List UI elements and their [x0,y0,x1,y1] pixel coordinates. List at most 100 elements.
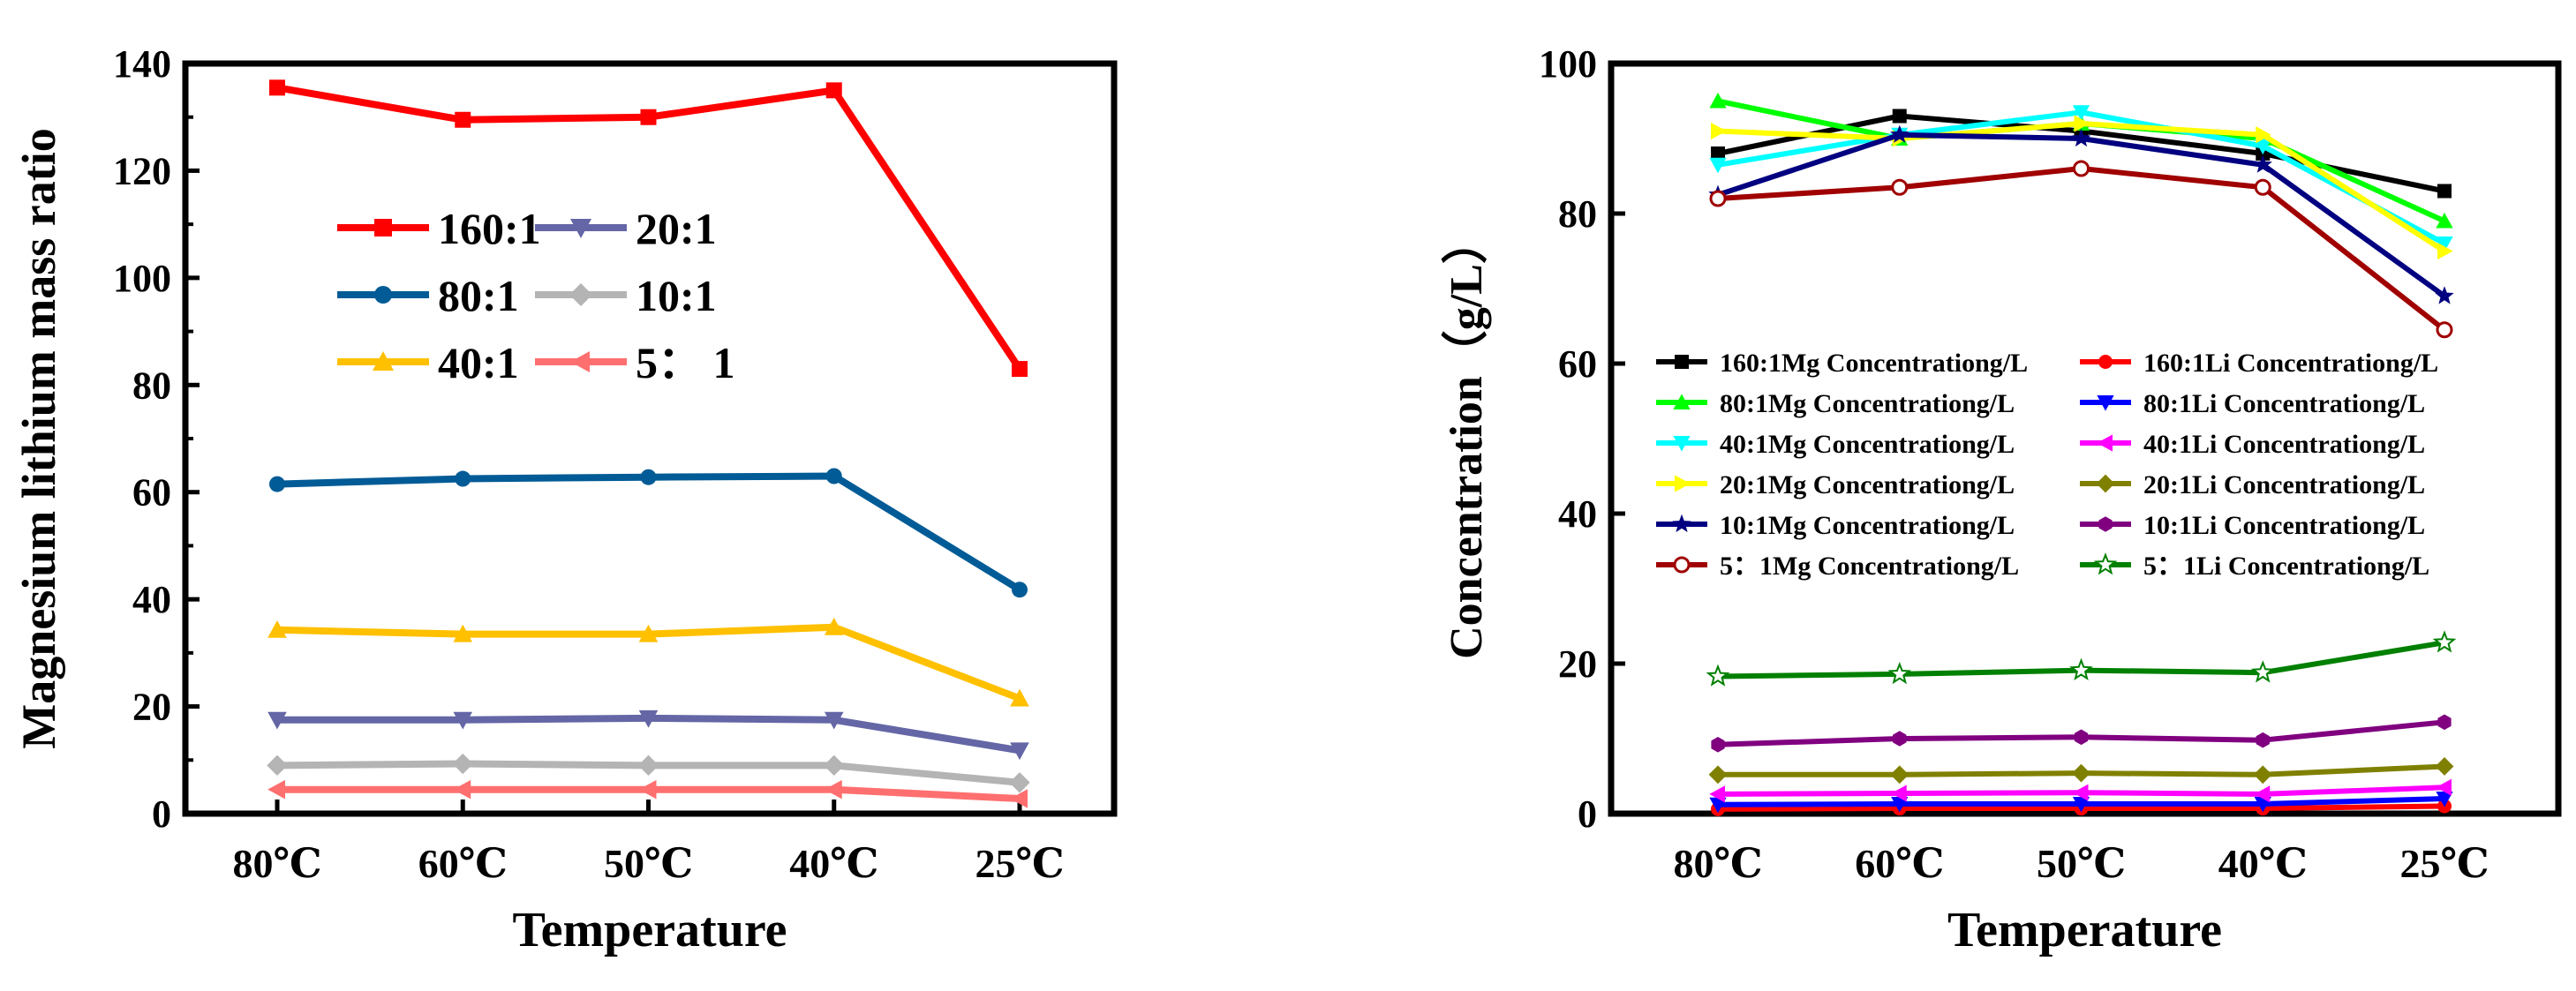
left-y-tick-label: 0 [152,792,171,836]
right-legend-entry-80-1mg-concentrationg-l: 80:1Mg Concentrationg/L [1656,389,2015,418]
left-plot-frame [182,60,1118,817]
right-series-5-1li-concentrationg-l [1706,630,2457,687]
right-series-20-1li-concentrationg-l-point [2435,757,2454,776]
right-series-10-1li-concentrationg-l-point [2256,732,2270,748]
right-series-40-1li-concentrationg-l-point [2436,778,2452,796]
left-series-80-1 [269,468,1028,598]
right-series-5-1mg-concentrationg-l [1709,160,2453,339]
left-series-80-1-line [276,472,1022,593]
right-series-5-1li-concentrationg-l-point [2432,630,2457,653]
right-series-5-1mg-concentrationg-l-point [2073,160,2090,177]
left-legend-entry-80-1-marker [374,286,392,304]
right-series-40-1mg-concentrationg-l-point [2254,139,2271,155]
right-legend-entry-160-1mg-concentrationg-l: 160:1Mg Concentrationg/L [1656,349,2028,378]
left-series-20-1-point [1010,742,1029,761]
right-legend-entry-20-1mg-concentrationg-l-label: 20:1Mg Concentrationg/L [1720,470,2015,499]
left-legend-entry-160-1: 160:1 [337,204,541,253]
left-x-tick-label: 50℃ [604,841,693,886]
right-legend-entry-80-1li-concentrationg-l: 80:1Li Concentrationg/L [2080,389,2425,418]
left-series-10-1-point [637,755,659,777]
left-series-160-1-point [269,79,285,96]
left-series-40-1-point [638,624,659,642]
right-legend-entry-5-1li-concentrationg-l-label: 5：1Li Concentrationg/L [2143,552,2429,581]
left-x-axis-title: Temperature [512,903,787,957]
right-x-tick-label: 80℃ [1673,841,1762,886]
left-series-80-1-point [455,470,471,487]
right-series-20-1mg-concentrationg-l-point [2074,115,2090,132]
left-series-10-1-point [452,753,473,775]
left-series-5-1-point [267,779,285,800]
left-series-20-1-point [267,711,287,730]
right-legend-entry-5-1mg-concentrationg-l-marker [1673,556,1691,574]
right-x-tick-label: 25℃ [2399,841,2489,886]
left-y-tick-label: 100 [113,257,171,300]
left-series-20-1-point [453,711,473,730]
right-legend-entry-20-1li-concentrationg-l-label: 20:1Li Concentrationg/L [2143,470,2425,499]
right-series-40-1li-concentrationg-l [1709,778,2452,803]
right-series-5-1li-concentrationg-l-point [1887,661,1912,685]
right-y-axis-title: Concentration（g/L） [1441,218,1492,659]
left-series-5-1-point [638,779,657,800]
right-y-tick-label: 80 [1558,192,1597,236]
mass-ratio-chart: 0 20 40 60 80 100 120 140 80℃ 60℃ 50℃ 40℃ 25℃ Tempera… [12,42,1118,957]
right-series-160-1mg-concentrationg-l-point [1892,109,1907,124]
right-series-20-1mg-concentrationg-l-point [2437,242,2453,260]
left-x-tick-label: 25℃ [975,841,1064,886]
right-y-tick-label: 0 [1578,792,1597,836]
left-series-80-1-point [269,476,285,492]
left-y-axis-title: Magnesium lithium mass ratio [12,128,65,749]
left-series-5-1-point [1010,789,1028,808]
right-series-80-1li-concentrationg-l-point [2436,792,2453,807]
right-series-20-1mg-concentrationg-l-point [1711,122,1727,140]
right-x-axis-title: Temperature [1947,903,2222,957]
left-legend-entry-80-1-label: 80:1 [438,271,519,320]
left-series-10-1 [267,753,1030,793]
left-legend-entry-10-1-marker [569,283,592,306]
left-legend: 160:1 80:1 40:1 20:1 10:1 5： 1 [337,204,735,387]
right-series-80-1li-concentrationg-l-point [2072,796,2090,813]
left-chart-panel: 0 20 40 60 80 100 120 140 80℃ 60℃ 50℃ 40℃ 25℃ Tempera… [0,0,1148,987]
right-series-80-1mg-concentrationg-l-point [1709,92,1727,109]
left-series-40-1-point [267,619,287,638]
right-legend-entry-160-1mg-concentrationg-l-label: 160:1Mg Concentrationg/L [1720,349,2028,378]
right-series-10-1mg-concentrationg-l-line [1717,131,2446,298]
left-series-5-1-point [453,779,471,800]
left-legend-entry-10-1-label: 10:1 [636,271,717,320]
right-series-160-1mg-concentrationg-l-point [2437,184,2452,199]
right-series-10-1li-concentrationg-l-point [1711,737,1725,753]
left-series-10-1-point [1009,772,1030,793]
right-series-160-1mg-concentrationg-l-point [1711,146,1725,161]
right-legend-entry-20-1mg-concentrationg-l-marker [1675,475,1691,492]
right-legend-entry-80-1li-concentrationg-l-marker [2097,395,2114,411]
right-series-10-1li-concentrationg-l-point [1893,731,1907,747]
right-x-tick-label: 60℃ [1855,841,1944,886]
right-series-5-1li-concentrationg-l-point [1706,664,1730,687]
right-series-80-1mg-concentrationg-l-point [2436,212,2453,229]
right-series-40-1mg-concentrationg-l [1709,105,2453,252]
left-series-20-1 [267,709,1029,761]
right-series-40-1li-concentrationg-l-point [2072,784,2089,801]
concentration-chart: 0 20 40 60 80 100 80℃ 60℃ 50℃ 40℃ 25℃ Temperature Co… [1441,42,2562,957]
right-series-5-1mg-concentrationg-l-line [1717,166,2446,333]
left-legend-entry-20-1-label: 20:1 [636,204,717,253]
right-legend-entry-40-1li-concentrationg-l-marker [2097,434,2113,452]
left-x-tick-label: 40℃ [789,841,878,886]
left-legend-entry-5-1-label: 5： 1 [636,338,735,387]
left-series-40-1 [267,617,1029,707]
right-series-5-1mg-concentrationg-l-point [2436,321,2453,339]
right-legend-entry-20-1li-concentrationg-l-marker [2096,474,2115,493]
right-legend-entry-10-1mg-concentrationg-l-marker [1672,514,1691,533]
right-y-tick-label: 100 [1539,42,1597,86]
right-series-80-1li-concentrationg-l [1709,792,2453,814]
left-series-160-1-point [640,109,657,125]
left-series-20-1-point [824,711,844,730]
right-legend-entry-160-1li-concentrationg-l-marker [2098,355,2113,369]
left-series-20-1-point [638,709,659,728]
left-series-40-1-point [1010,688,1029,707]
right-legend-entry-40-1mg-concentrationg-l-label: 40:1Mg Concentrationg/L [1720,430,2015,459]
left-series-160-1-point [825,82,842,99]
right-legend-entry-80-1mg-concentrationg-l-marker [1673,394,1691,409]
right-legend-entry-40-1mg-concentrationg-l-marker [1673,436,1691,452]
right-legend-entry-20-1mg-concentrationg-l: 20:1Mg Concentrationg/L [1656,470,2015,499]
left-legend-entry-40-1: 40:1 [337,338,519,387]
